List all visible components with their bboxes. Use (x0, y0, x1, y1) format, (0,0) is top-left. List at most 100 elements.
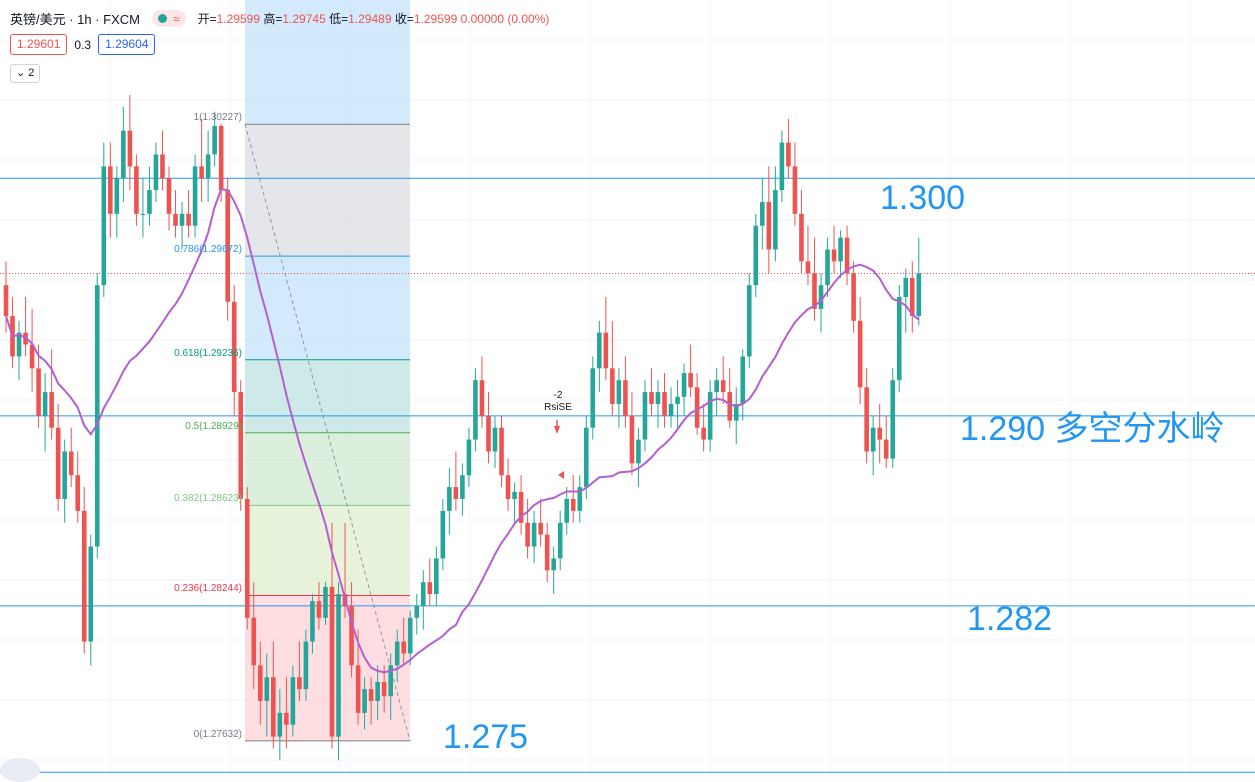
candle-body (740, 356, 746, 404)
candle-body (199, 166, 204, 179)
candle-body (903, 278, 909, 298)
quote-panel: 1.29601 0.3 1.29604 (10, 34, 156, 55)
fib-band (245, 432, 410, 506)
candle-body (909, 278, 915, 317)
candle-body (368, 689, 374, 701)
ohlc-readout: 开=1.29599 高=1.29745 低=1.29489 收=1.29599 … (198, 10, 550, 27)
candle-body (231, 301, 237, 393)
candle-body (336, 594, 341, 737)
candle-body (316, 601, 322, 618)
candle-body (851, 273, 856, 321)
candle-body (512, 491, 517, 499)
candle-body (649, 392, 654, 404)
sell-price-button[interactable]: 1.29601 (10, 34, 68, 55)
candle-body (427, 582, 433, 595)
candle-body (414, 605, 420, 618)
candle-body (570, 498, 576, 511)
candle-body (244, 498, 250, 618)
candle-body (766, 201, 772, 250)
candle-body (68, 451, 74, 476)
candle-body (127, 130, 133, 167)
candle-body (610, 368, 615, 404)
fib-band (245, 359, 410, 433)
candle-body (394, 641, 400, 666)
candle-body (473, 380, 478, 440)
candle-body (642, 392, 648, 440)
market-status-pill[interactable]: ≈ (152, 10, 186, 27)
candle-body (786, 142, 791, 167)
candle-body (434, 558, 439, 595)
candle-body (623, 380, 628, 416)
candle-body (629, 415, 635, 464)
candle-body (49, 392, 54, 428)
candle-body (636, 439, 641, 464)
annotation-1290: 1.290 多空分水岭 (960, 410, 1225, 448)
candle-body (760, 201, 765, 226)
candle-body (166, 178, 172, 214)
candle-body (864, 387, 869, 452)
candle-body (499, 427, 504, 476)
symbol-title[interactable]: 英镑/美元 · 1h · FXCM (10, 12, 141, 27)
candle-body (192, 166, 198, 226)
logo-badge[interactable] (0, 758, 40, 782)
candle-body (590, 368, 596, 428)
horizontal-levels (0, 177, 1255, 773)
change-value: 0.00000 (0.00%) (460, 12, 550, 26)
small-triangle-marker-icon (558, 471, 564, 479)
candle-body (505, 475, 511, 499)
candle-body (114, 178, 120, 214)
indicators-toggle[interactable]: ⌄ 2 (10, 64, 41, 83)
candle-body (75, 475, 81, 511)
candle-body (701, 427, 706, 440)
close-value: 1.29599 (413, 12, 458, 26)
candle-body (297, 677, 302, 690)
candle-body (799, 213, 804, 262)
high-value: 1.29745 (282, 12, 326, 26)
buy-price-button[interactable]: 1.29604 (98, 34, 156, 55)
candle-body (212, 125, 217, 155)
candle-body (564, 498, 570, 523)
candle-body (238, 392, 244, 499)
chart-header: 英镑/美元 · 1h · FXCM ≈ 开=1.29599 高=1.29745 … (10, 9, 549, 28)
fib-band (245, 505, 410, 596)
candle-body (362, 689, 367, 713)
candle-body (779, 142, 785, 191)
candle-body (349, 605, 354, 666)
candle-body (655, 392, 661, 404)
candle-body (101, 166, 107, 286)
chevron-down-icon: ⌄ (16, 67, 26, 79)
candle-body (257, 665, 263, 701)
candle-body (538, 522, 543, 535)
candle-body (531, 522, 537, 547)
candle-body (688, 373, 693, 388)
candle-body (557, 522, 563, 559)
candle-body (16, 332, 22, 357)
candle-body (733, 403, 739, 421)
candle-body (825, 249, 830, 286)
candle-body (323, 586, 328, 618)
candle-body (597, 332, 602, 369)
candle-body (218, 125, 224, 191)
candle-body (675, 396, 680, 404)
spread-value: 0.3 (74, 37, 92, 52)
candle-body (388, 665, 393, 697)
ma-line (5, 188, 920, 674)
candle-body (381, 681, 387, 697)
annotation-1275: 1.275 (443, 718, 529, 756)
candle-body (916, 273, 922, 317)
candle-body (662, 392, 667, 416)
candle-body (831, 249, 837, 262)
candle-body (668, 403, 674, 416)
candle-body (492, 427, 498, 452)
fib-label: 0.5(1.28929) (185, 420, 242, 432)
sell-signal-arrow-icon (554, 426, 560, 434)
candle-body (707, 392, 713, 440)
candle-body (55, 427, 61, 499)
signal-name: RsiSE (544, 402, 572, 413)
candle-body (883, 439, 889, 459)
candle-body (857, 320, 863, 388)
fib-trend-line (244, 124, 411, 742)
candle-body (447, 487, 452, 511)
candle-body (264, 677, 270, 701)
